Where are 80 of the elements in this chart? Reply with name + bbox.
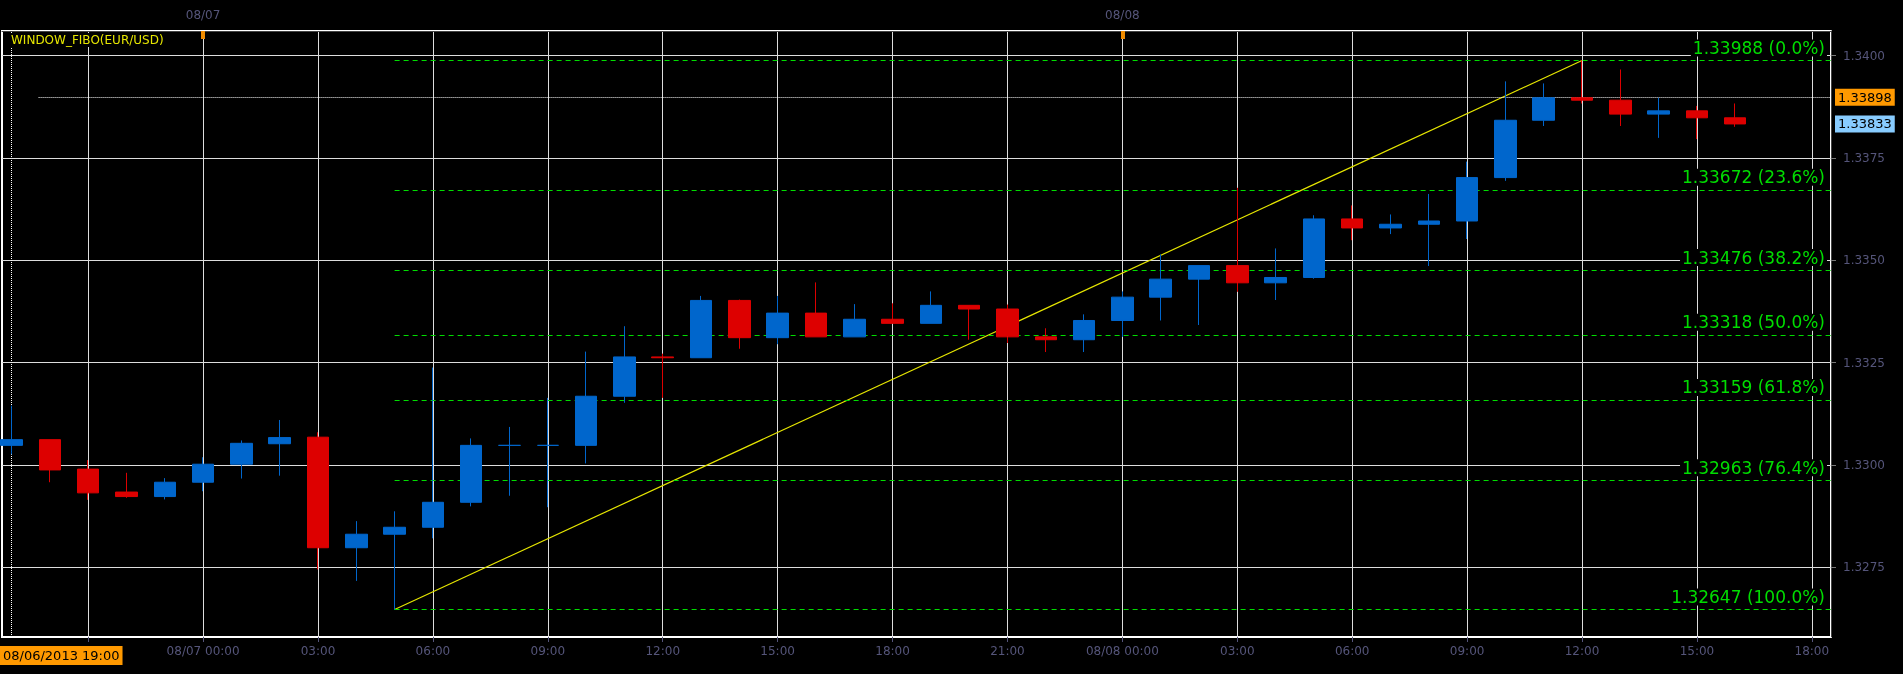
- x-tick-label: 03:00: [300, 644, 336, 658]
- candlestick: [1111, 290, 1134, 338]
- x-tick-label: 06:00: [415, 644, 451, 658]
- candlestick: [690, 295, 712, 359]
- candlestick: [345, 520, 368, 582]
- ref-line-label: 1.32963 (76.4%): [1682, 457, 1825, 478]
- candlestick: [422, 367, 444, 539]
- candlestick: [881, 302, 904, 324]
- candlestick: [996, 304, 1019, 344]
- candlestick: [805, 281, 827, 338]
- x-tick-label: 21:00: [990, 644, 1025, 658]
- x-tick-label: 18:00: [1794, 644, 1830, 658]
- candlestick: [1456, 161, 1478, 240]
- y-tick-label: 1.3400: [1843, 48, 1885, 63]
- candlestick: [154, 477, 176, 500]
- candlestick: [1379, 213, 1402, 235]
- candlestick: [651, 353, 674, 399]
- candlestick: [498, 426, 521, 497]
- x-tick-label: 15:00: [1679, 644, 1715, 658]
- x-tick-label: 18:00: [875, 644, 910, 658]
- candlestick: [1418, 193, 1440, 267]
- chart-title: WINDOW_FIBO(EUR/USD): [11, 33, 164, 47]
- candlestick: [728, 299, 751, 350]
- candlestick: [383, 510, 406, 611]
- ref-line-label: 1.33476 (38.2%): [1682, 247, 1825, 268]
- y-tick-label: 1.3275: [1843, 560, 1885, 575]
- candlestick: [958, 304, 980, 341]
- candlestick: [1494, 80, 1517, 182]
- candlestick: [1647, 97, 1670, 139]
- candlestick: [1035, 327, 1057, 353]
- y-tick-label: 1.3325: [1843, 355, 1885, 370]
- candlestick: [230, 439, 253, 480]
- x-tick-label: 08/08 00:00: [1085, 644, 1159, 658]
- ref-line-label: 1.33318 (50.0%): [1682, 312, 1825, 333]
- x-tick-label: 09:00: [1449, 644, 1485, 658]
- candlestick: [537, 397, 559, 508]
- x2-tick-label: 08/07: [185, 8, 221, 22]
- candlestick: [1264, 247, 1287, 301]
- ref-line-label: 1.33672 (23.6%): [1682, 167, 1825, 188]
- candlestick: [1724, 102, 1746, 128]
- candlestick: [192, 456, 214, 492]
- x-tick-label: 08/07 00:00: [166, 644, 240, 658]
- x-tick-label: 12:00: [1564, 644, 1600, 658]
- candlestick: [77, 459, 99, 501]
- candlestick: [766, 295, 789, 345]
- candlestick: [268, 419, 291, 477]
- candlestick: [0, 405, 23, 455]
- candlestick: [1303, 214, 1325, 280]
- x2-tick-label: 08/08: [1105, 8, 1140, 22]
- ref-line-label: 1.33159 (61.8%): [1682, 377, 1825, 398]
- candlestick: [613, 325, 636, 404]
- candlestick: [1073, 313, 1095, 353]
- x-tick-label: 15:00: [760, 644, 795, 658]
- candlestick: [1226, 187, 1249, 293]
- candlestick: [1188, 265, 1210, 326]
- candlestick: [1149, 254, 1172, 321]
- ref-line-label: 1.33988 (0.0%): [1692, 37, 1825, 58]
- ref-line-label: 1.32647 (100.0%): [1671, 587, 1825, 608]
- ref-line-label: 1.33898: [1838, 89, 1892, 105]
- candlestick: [39, 439, 61, 483]
- candlestick: [920, 290, 942, 324]
- candlestick: [307, 431, 329, 570]
- candlestick: [1686, 105, 1708, 140]
- x-tick-label: 12:00: [645, 644, 681, 658]
- candlestick: [1341, 204, 1363, 241]
- candlestick: [460, 437, 482, 507]
- y-tick-label: 1.3300: [1843, 458, 1885, 473]
- ref-line-label: 08/06/2013 19:00: [3, 648, 120, 663]
- y-tick-label: 1.3375: [1843, 150, 1885, 165]
- candlestick: [575, 351, 597, 464]
- x-tick-label: 09:00: [530, 644, 566, 658]
- candlestick: [843, 303, 866, 338]
- candlestick: [1532, 82, 1555, 127]
- text: 1.33833: [1838, 116, 1892, 132]
- x-tick-label: 06:00: [1334, 644, 1370, 658]
- x-tick-label: 03:00: [1220, 644, 1255, 658]
- y-tick-label: 1.3350: [1843, 253, 1885, 268]
- candlestick: [1571, 59, 1593, 104]
- candlestick: [115, 472, 138, 499]
- candlestick: [1609, 68, 1632, 127]
